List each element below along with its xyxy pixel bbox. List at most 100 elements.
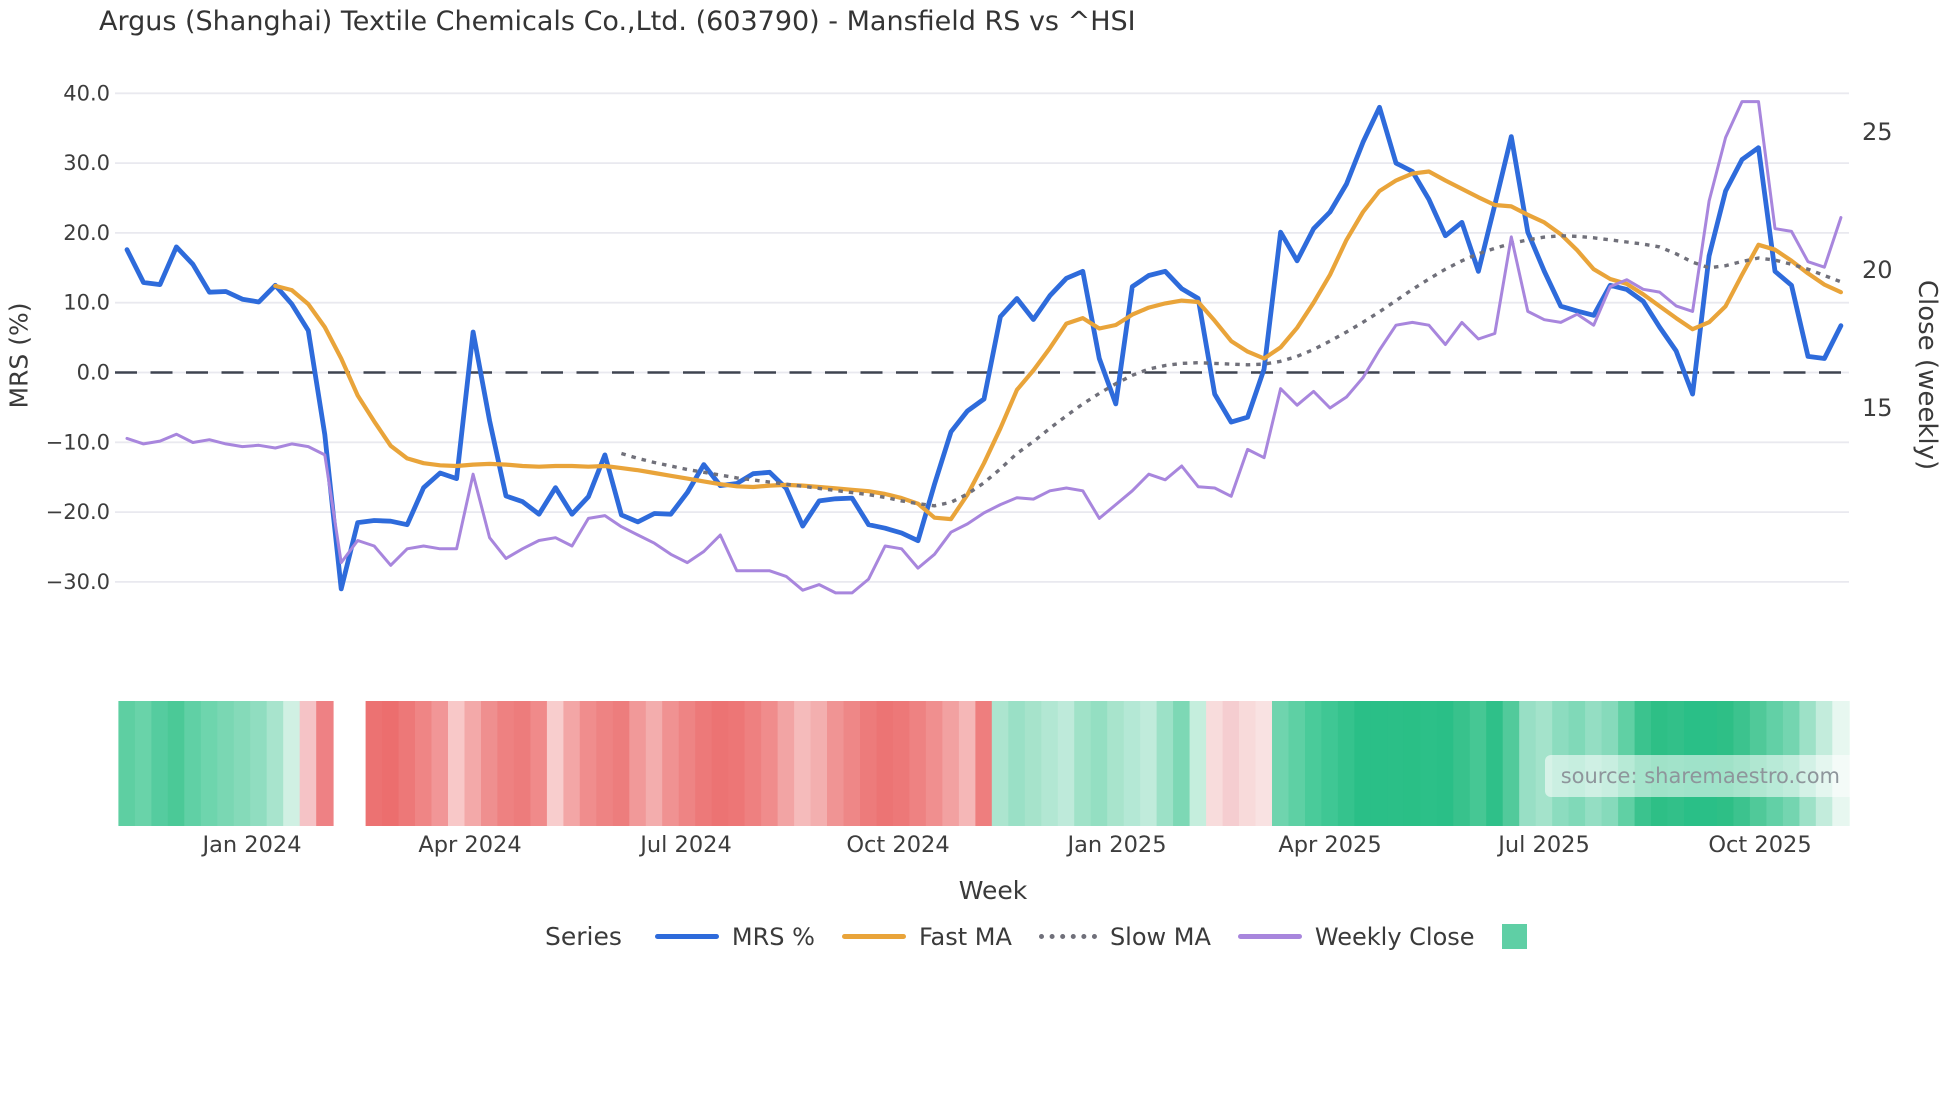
heatmap-cell <box>1057 701 1076 826</box>
heatmap-cell <box>893 701 911 826</box>
heatmap-cell <box>1272 701 1290 826</box>
heatmap-cell <box>266 701 285 826</box>
source-attribution: source: sharemaestro.com <box>1544 755 1856 797</box>
heatmap-cell <box>365 701 383 826</box>
left-tick-label: 0.0 <box>77 361 110 385</box>
x-tick-label: Apr 2025 <box>1278 832 1381 858</box>
mrs-line-swatch-icon <box>654 934 719 939</box>
heatmap-cell <box>250 701 268 826</box>
heatmap-cell <box>744 701 762 826</box>
series-weekly-close <box>125 100 1843 595</box>
heatmap-cell <box>382 701 400 826</box>
heatmap-cell <box>1519 701 1537 826</box>
heatmap-cell <box>1288 701 1306 826</box>
heatmap-cell <box>200 701 219 826</box>
heatmap-cell <box>662 701 680 826</box>
heatmap-cell <box>464 701 482 826</box>
right-tick-label: 20 <box>1862 256 1893 284</box>
legend-title: Series <box>545 922 622 951</box>
heatmap-cell <box>1255 701 1273 826</box>
x-tick-label: Jul 2025 <box>1496 832 1590 858</box>
legend-item-slow-ma-label: Slow MA <box>1109 922 1211 951</box>
slow-ma-dotted-swatch-icon <box>1038 934 1097 939</box>
heatmap-cell <box>794 701 812 826</box>
heatmap-cell <box>513 701 532 826</box>
heatmap-cell <box>975 701 993 826</box>
heatmap-cell <box>1041 701 1059 826</box>
heatmap-cell <box>1486 701 1504 826</box>
x-tick-label: Apr 2024 <box>418 832 521 858</box>
heatmap-cell <box>1321 701 1339 826</box>
x-tick-label: Jul 2024 <box>638 832 732 858</box>
heatmap-cell <box>563 701 581 826</box>
heatmap-cell <box>645 701 664 826</box>
heatmap-cell <box>398 701 416 826</box>
x-tick-label: Oct 2024 <box>846 832 949 858</box>
heatmap-cell <box>579 701 598 826</box>
series-slow-ma <box>620 234 1842 508</box>
heatmap-cell <box>1337 701 1356 826</box>
heatmap-cell <box>1206 701 1224 826</box>
right-tick-label: 25 <box>1862 118 1893 146</box>
heatmap-cell <box>415 701 433 826</box>
heatmap-cell <box>1436 701 1455 826</box>
heatmap-cell <box>1469 701 1488 826</box>
heatmap-cell <box>1156 701 1174 826</box>
heatmap-cell <box>596 701 614 826</box>
heatmap-cell <box>777 701 795 826</box>
heatmap-cell <box>761 701 779 826</box>
weekly-close-line-swatch-icon <box>1237 934 1302 939</box>
left-tick-label: 30.0 <box>63 151 110 175</box>
heatmap-cell <box>1140 701 1158 826</box>
legend-item-slow-ma[interactable]: Slow MA <box>1038 922 1211 951</box>
heatmap-cell <box>711 701 730 826</box>
heatmap-cell <box>678 701 697 826</box>
heatmap-cell <box>1123 701 1142 826</box>
legend-item-heatmap[interactable] <box>1501 924 1540 949</box>
heatmap-cell <box>695 701 713 826</box>
heatmap-cell <box>431 701 449 826</box>
left-tick-label: 20.0 <box>63 221 110 245</box>
heatmap-cell <box>1387 701 1405 826</box>
legend-item-weekly-close[interactable]: Weekly Close <box>1237 922 1475 951</box>
heatmap-cell <box>217 701 235 826</box>
heatmap-cell <box>1370 701 1389 826</box>
heatmap-cell <box>810 701 828 826</box>
heatmap-cell <box>1305 701 1323 826</box>
heatmap-cell <box>843 701 861 826</box>
legend-item-mrs-label: MRS % <box>731 922 815 951</box>
heatmap-cell <box>1403 701 1422 826</box>
heatmap-cell <box>316 701 334 826</box>
heatmap-cell <box>1502 701 1521 826</box>
legend-item-fast-ma-label: Fast MA <box>918 922 1012 951</box>
fast-ma-line-swatch-icon <box>841 934 906 939</box>
heatmap-cell <box>1173 701 1191 826</box>
heatmap-cell <box>546 701 565 826</box>
legend: Series MRS % Fast MA Slow MA Weekly Clos… <box>545 922 1540 951</box>
heatmap-cell <box>958 701 977 826</box>
left-tick-label: 10.0 <box>63 291 110 315</box>
heatmap-cell <box>991 701 1010 826</box>
heatmap-cell <box>167 701 186 826</box>
heatmap-cell <box>1222 701 1240 826</box>
legend-item-mrs[interactable]: MRS % <box>654 922 815 951</box>
legend-item-weekly-close-label: Weekly Close <box>1314 922 1475 951</box>
right-tick-label: 15 <box>1862 394 1893 422</box>
heatmap-cell <box>497 701 515 826</box>
left-tick-label: 40.0 <box>63 81 110 105</box>
heatmap-cell <box>151 701 169 826</box>
chart-title: Argus (Shanghai) Textile Chemicals Co.,L… <box>99 6 1136 37</box>
heatmap-cell <box>233 701 252 826</box>
heatmap-cell <box>728 701 746 826</box>
heatmap-cell <box>925 701 944 826</box>
heatmap-cell <box>909 701 927 826</box>
x-tick-label: Oct 2025 <box>1708 832 1811 858</box>
heatmap-cell <box>530 701 548 826</box>
heatmap-cell <box>299 701 318 826</box>
heatmap-cell <box>876 701 894 826</box>
heatmap-cell <box>1008 701 1026 826</box>
legend-item-fast-ma[interactable]: Fast MA <box>841 922 1012 951</box>
heatmap-cell <box>629 701 647 826</box>
heatmap-cell <box>1107 701 1125 826</box>
